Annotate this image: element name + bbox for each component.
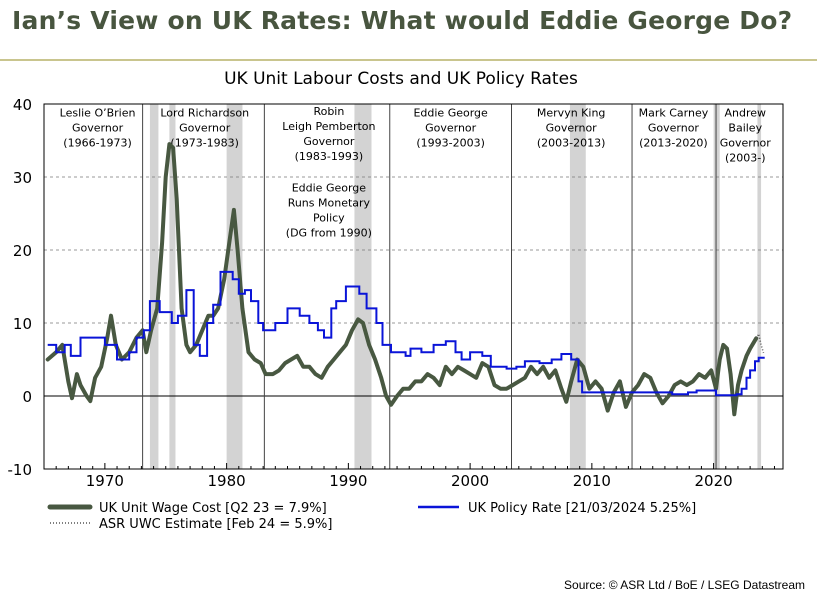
y-tick-label: 20	[13, 242, 32, 260]
source-note: Source: © ASR Ltd / BoE / LSEG Datastrea…	[564, 578, 805, 592]
governor-annotations: Leslie O’Brien Governor (1966-1973) Lord Ri…	[60, 105, 772, 240]
governor-annotation: Andrew Bailey Governor (2003-)	[720, 106, 772, 164]
legend-label: ASR UWC Estimate [Feb 24 = 5.9%]	[99, 517, 332, 532]
governor-boundaries	[142, 104, 717, 469]
series-lines	[45, 142, 765, 417]
x-tick-label: 2000	[451, 472, 489, 490]
governor-annotation: Mervyn King Governor (2003-2013)	[537, 106, 606, 149]
series-line-uk-unit-wage-cost	[45, 142, 759, 417]
x-tick-label: 1970	[86, 472, 124, 490]
recession-band	[713, 104, 720, 469]
legend-label: UK Policy Rate [21/03/2024 5.25%]	[468, 501, 696, 516]
y-tick-label: 30	[13, 169, 32, 187]
y-tick-label: 40	[13, 96, 32, 114]
x-tick-label: 1980	[208, 472, 246, 490]
title-rule	[0, 59, 817, 61]
governor-annotation: Robin Leigh Pemberton Governor (1983-1993)	[282, 105, 375, 163]
governor-annotation: Eddie George Runs Monetary Policy (DG from …	[286, 182, 372, 240]
legend: UK Unit Wage Cost [Q2 23 = 7.9%] UK Polic…	[47, 501, 696, 532]
y-tick-label: 0	[22, 388, 32, 406]
x-tick-label: 2020	[695, 472, 733, 490]
recession-band	[354, 104, 372, 469]
recession-band	[226, 104, 243, 469]
chart-title: UK Unit Labour Costs and UK Policy Rates	[224, 69, 578, 89]
recession-band	[569, 104, 586, 469]
governor-annotation: Mark Carney Governor (2013-2020)	[639, 106, 709, 149]
recession-band	[757, 104, 762, 469]
y-tick-label: -10	[8, 461, 33, 479]
x-tick-label: 1990	[329, 472, 367, 490]
plot-frame	[43, 103, 784, 470]
recession-band	[149, 104, 159, 469]
x-tick-label: 2010	[573, 472, 611, 490]
recession-band	[169, 104, 176, 469]
governor-annotation: Leslie O’Brien Governor (1966-1973)	[60, 106, 136, 149]
governor-annotation: Lord Richardson Governor (1973-1983)	[160, 106, 249, 149]
legend-label: UK Unit Wage Cost [Q2 23 = 7.9%]	[99, 501, 327, 516]
governor-annotation: Eddie George Governor (1993-2003)	[413, 106, 488, 149]
y-tick-label: 10	[13, 315, 32, 333]
slide-title: Ian’s View on UK Rates: What would Eddie…	[12, 6, 793, 35]
series-line-uk-policy-rate	[47, 270, 765, 397]
